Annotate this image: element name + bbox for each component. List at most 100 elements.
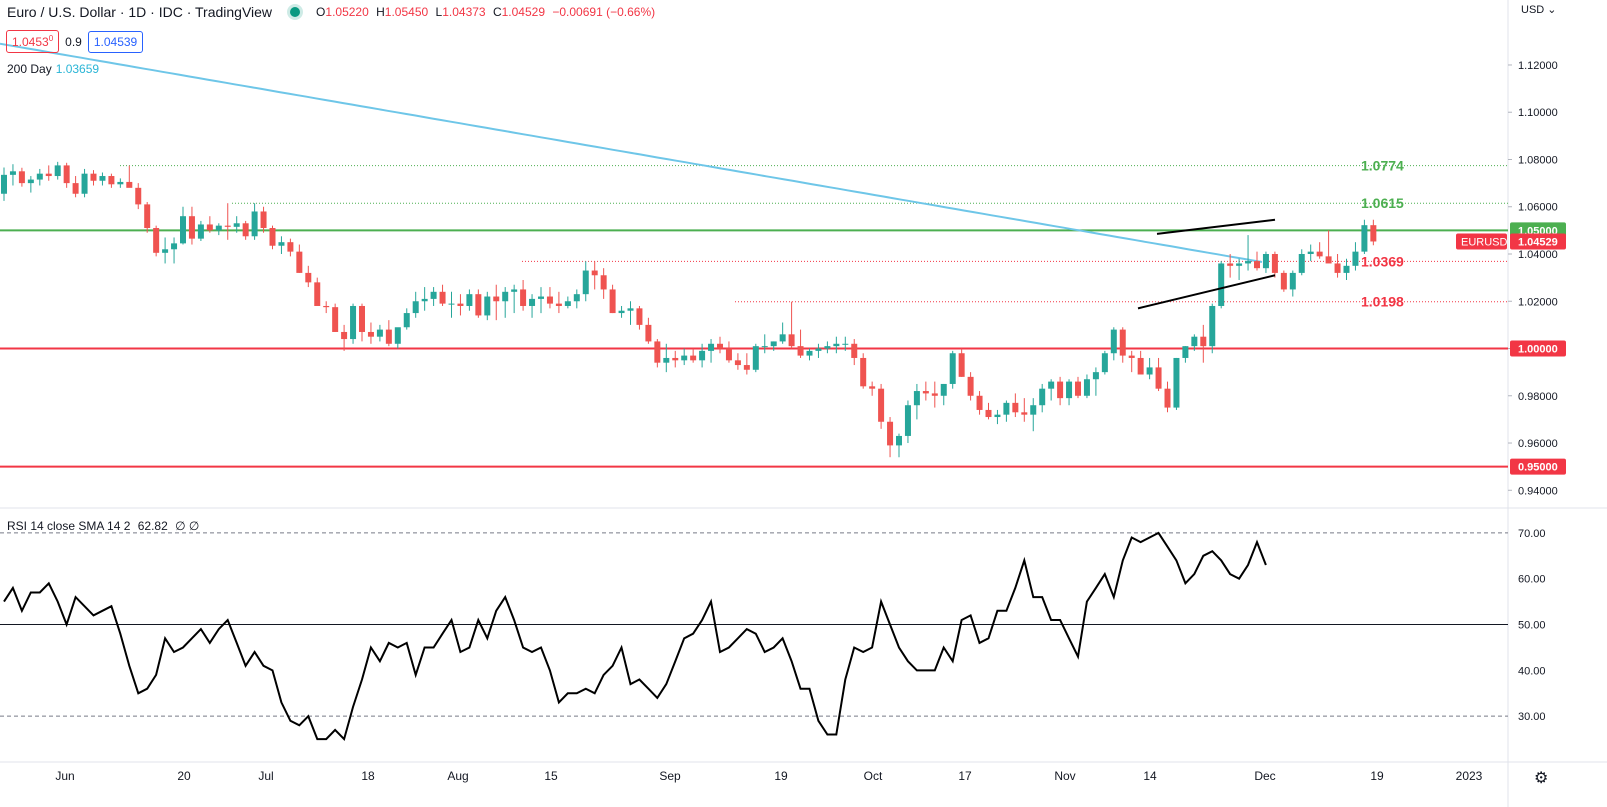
rsi-legend[interactable]: RSI 14 close SMA 14 2 62.82 ∅ ∅ xyxy=(7,519,199,533)
candle-body xyxy=(824,346,831,349)
candle-body xyxy=(18,171,25,184)
ohlc-high-key: H xyxy=(376,5,385,19)
candle-body xyxy=(1075,381,1081,396)
time-tick-label: 14 xyxy=(1143,769,1157,783)
price-tag-bg xyxy=(1510,340,1566,357)
ohlc-readout: O1.05220 H1.05450 L1.04373 C1.04529 −0.0… xyxy=(316,5,659,19)
buy-button[interactable]: 1.04539 xyxy=(87,30,144,53)
time-tick-label: 17 xyxy=(958,769,972,783)
candle-body xyxy=(654,341,661,363)
level-label: 1.0198 xyxy=(1361,294,1404,310)
candle-body xyxy=(1352,251,1359,266)
candle-body xyxy=(520,289,527,306)
candle-body xyxy=(994,414,1001,418)
candle-body xyxy=(260,211,267,229)
candle-body xyxy=(502,291,509,302)
price-tick-label: 1.02000 xyxy=(1518,296,1558,308)
candle-body xyxy=(1057,381,1064,399)
candle-body xyxy=(788,334,795,347)
time-tick-label: Jul xyxy=(258,769,273,783)
candle-body xyxy=(743,365,750,370)
candle-body xyxy=(851,343,858,358)
candle-body xyxy=(904,405,911,436)
candle-body xyxy=(555,303,562,306)
candle-body xyxy=(725,348,732,361)
candle-body xyxy=(1218,263,1225,306)
candle-body xyxy=(144,204,151,229)
candle-body xyxy=(591,270,598,276)
chevron-down-icon: ⌄ xyxy=(1547,4,1557,16)
symbol-badge-bg xyxy=(1456,233,1507,250)
candle-body xyxy=(1048,381,1055,389)
candle-body xyxy=(484,296,491,316)
candle-body xyxy=(538,296,544,299)
candle-body xyxy=(949,353,956,384)
gear-icon[interactable]: ⚙ xyxy=(1534,770,1549,787)
candle-body xyxy=(681,355,688,361)
candle-body xyxy=(188,216,195,239)
candle-body xyxy=(394,327,401,344)
rsi-legend-label: RSI 14 close SMA 14 2 xyxy=(7,519,131,533)
price-tick-label: 1.12000 xyxy=(1518,60,1558,72)
time-tick-label: Sep xyxy=(659,769,681,783)
candle-body xyxy=(887,421,894,446)
candle-body xyxy=(1021,412,1028,415)
candle-body xyxy=(215,225,222,231)
candle-body xyxy=(564,301,571,306)
candle-body xyxy=(439,291,446,304)
candle-body xyxy=(367,331,374,337)
price-axis-tag: 1.00000 xyxy=(1510,340,1566,357)
candle-body xyxy=(1227,263,1234,266)
candle-body xyxy=(1316,251,1323,257)
candle-body xyxy=(1361,225,1368,252)
rsi-legend-extra: ∅ ∅ xyxy=(175,519,200,533)
time-tick-label: Jun xyxy=(55,769,74,783)
candle-body xyxy=(403,313,410,328)
candle-body xyxy=(1012,402,1019,413)
price-tag-text: 0.95000 xyxy=(1518,462,1558,474)
price-tag-text: 1.04529 xyxy=(1518,236,1558,248)
ohlc-low-key: L xyxy=(435,5,443,19)
price-tick-label: 0.96000 xyxy=(1518,438,1558,450)
candle-body xyxy=(1245,261,1252,264)
spread-value: 0.9 xyxy=(65,34,82,49)
time-tick-label: Aug xyxy=(447,769,468,783)
candle-body xyxy=(457,303,464,306)
candle-body xyxy=(421,298,428,302)
rsi-tick-label: 60.00 xyxy=(1518,574,1546,586)
price-tick-label: 1.04000 xyxy=(1518,249,1558,261)
candle-body xyxy=(636,308,643,325)
candle-body xyxy=(493,296,500,302)
candle-body xyxy=(1,174,7,194)
candle-body xyxy=(976,395,983,410)
candle-body xyxy=(1334,263,1341,273)
sell-button[interactable]: 1.04530 xyxy=(6,30,60,53)
time-tick-label: 2023 xyxy=(1456,769,1483,783)
market-open-dot-icon xyxy=(290,7,301,17)
candle-body xyxy=(842,343,849,345)
candle-body xyxy=(233,223,240,227)
candle-body xyxy=(1101,353,1108,373)
candle-body xyxy=(72,183,79,194)
candle-body xyxy=(171,243,178,250)
candle-body xyxy=(717,343,723,349)
symbol-title[interactable]: Euro / U.S. Dollar · 1D · IDC · TradingV… xyxy=(7,4,273,20)
candle-body xyxy=(708,343,715,351)
candle-body xyxy=(314,282,321,306)
time-tick-label: 19 xyxy=(1370,769,1384,783)
candle-body xyxy=(752,346,759,370)
pennant-lower-line xyxy=(1137,274,1276,310)
currency-label: USD xyxy=(1521,4,1545,16)
candle-body xyxy=(251,211,258,237)
ma-legend[interactable]: 200 Day 1.03659 xyxy=(7,62,99,76)
candle-body xyxy=(63,165,70,184)
candle-body xyxy=(45,173,52,177)
currency-dropdown[interactable]: USD ⌄ xyxy=(1521,3,1557,16)
candle-body xyxy=(1298,254,1305,273)
candle-body xyxy=(1164,388,1171,408)
price-tick-label: 1.06000 xyxy=(1518,202,1558,214)
candle-body xyxy=(1083,379,1090,396)
price-axis-tag: 1.04529 EURUSD xyxy=(1456,233,1566,250)
rsi-tick-label: 40.00 xyxy=(1518,665,1546,677)
